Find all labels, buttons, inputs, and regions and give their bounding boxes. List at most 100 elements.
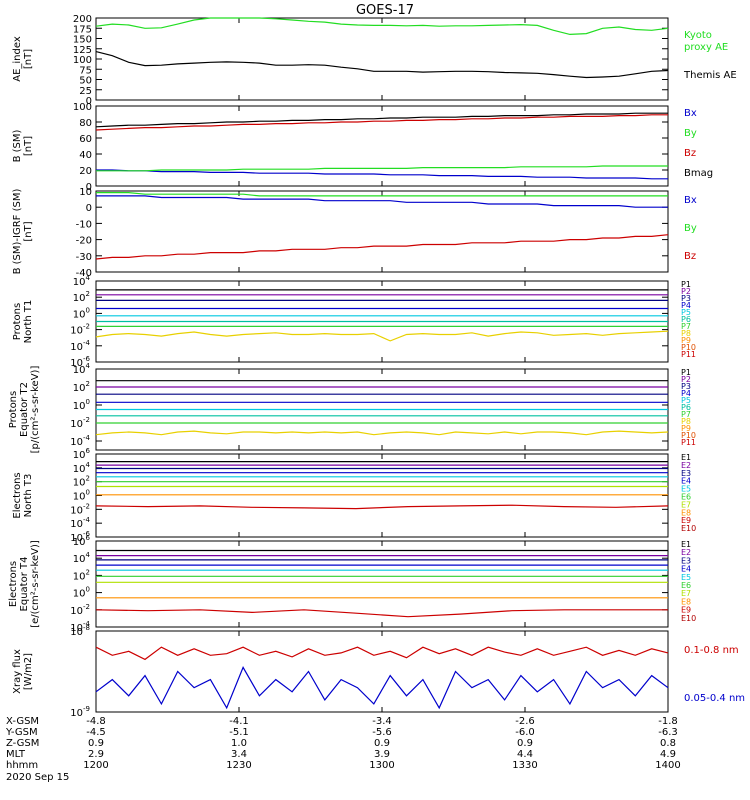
ephemeris-value: 3.4 [231,749,247,760]
series-line-by [96,192,668,197]
ephemeris-value: 0.9 [374,738,390,749]
legend-label: E8 [681,508,691,517]
legend-label: P2 [681,375,691,384]
y-tick-label: -40 [76,268,92,279]
ephemeris-label: X-GSM [6,716,39,727]
ephemeris-value: 1300 [369,760,394,771]
legend-label: P9 [681,336,691,345]
y-tick-label: 104 [73,461,91,475]
y-tick-label: 102 [73,290,90,304]
panel-frame [95,17,669,101]
ephemeris-value: 0.9 [88,738,104,749]
y-tick-label: 80 [79,118,92,129]
y-tick-label: 102 [73,475,90,489]
legend-label: Kyoto [684,30,712,41]
y-tick-label: 104 [73,551,91,565]
ephemeris-value: -4.1 [229,716,249,727]
legend-label: 0.1-0.8 nm [684,645,739,656]
y-tick-label: -20 [76,236,92,247]
y-tick-label: 104 [73,362,91,376]
panel-frame [95,453,669,538]
y-tick-label: 0 [86,203,92,214]
series-line-by [96,165,668,172]
y-tick-label: 10-2 [70,603,90,617]
y-tick-label: 100 [73,306,90,320]
series-line-p8 [95,330,669,342]
legend-label: P7 [681,322,691,331]
legend-label: Themis AE [683,70,737,81]
y-tick-label: 102 [73,380,90,394]
legend-label: P3 [681,294,691,303]
y-tick-label: 40 [79,150,92,161]
series-line-themis-ae [95,51,669,79]
legend-label: P10 [681,431,696,440]
y-axis-label: B (SM) [12,129,23,162]
legend-label: P8 [681,329,691,338]
y-tick-label: 106 [73,534,91,548]
panel-protons_t2: 10-4 10-2 100 102 104 Protons Equator T2 [p/(cm… [8,362,696,453]
ephemeris-label: Z-GSM [6,738,39,749]
chart-title: GOES-17 [356,3,414,18]
ephemeris-value: -5.1 [229,727,249,738]
y-axis-label: [W/m2] [23,653,34,690]
legend-label: P6 [681,315,691,324]
y-tick-label: 125 [73,45,92,56]
y-tick-label: 60 [79,134,92,145]
y-tick-label: 150 [73,35,92,46]
legend-label: Bx [684,108,697,119]
y-tick-label: 100 [73,398,90,412]
y-tick-label: 100 [73,55,92,66]
legend-label: Bz [684,251,696,262]
series-line-0-1-0-8-nm [95,646,669,661]
legend-label: By [684,128,697,139]
series-line-bz [95,114,668,131]
legend-label: E3 [681,469,691,478]
ephemeris-value: 1400 [655,760,680,771]
y-axis-label: [p/(cm²-s-sr-keV)] [30,366,41,454]
legend-label: P11 [681,350,696,359]
ephemeris-value: -5.6 [372,727,392,738]
series-line-e9 [95,504,669,510]
y-axis-label: Xray flux [12,649,23,694]
y-axis-label: [nT] [23,221,34,241]
legend-label: P4 [681,301,691,310]
legend-label: P5 [681,308,691,317]
legend-label: P1 [681,280,691,289]
legend-label: E6 [681,581,691,590]
ephemeris-value: -1.8 [658,716,678,727]
legend-label: P11 [681,438,696,447]
legend-label: E5 [681,573,691,582]
series-line-e9 [95,609,668,618]
ephemeris-value: 0.9 [517,738,533,749]
ephemeris-value: -4.8 [86,716,106,727]
legend-label: 0.05-0.4 nm [684,693,745,704]
ephemeris-value: 1330 [512,760,537,771]
legend-label: E6 [681,493,691,502]
y-tick-label: 75 [79,65,92,76]
ephemeris-value: -3.4 [372,716,392,727]
panel-frame [95,190,669,273]
ephemeris-value: -2.6 [515,716,535,727]
y-axis-label: [e/(cm²-s-sr-keV)] [30,540,41,628]
y-tick-label: 50 [79,76,92,87]
legend-label: E3 [681,556,691,565]
ephemeris-value: 4.9 [660,749,676,760]
legend-label: P5 [681,396,691,405]
legend-label: proxy AE [684,42,728,53]
y-tick-label: 100 [73,489,90,503]
y-tick-label: 10-8 [70,624,90,638]
y-tick-label: 100 [73,102,92,113]
ephemeris-table: X-GSM -4.8 -4.1 -3.4 -2.6 -1.8 Y-GSM -4.5 -5.1 -5… [5,716,681,783]
legend-label: E2 [681,461,691,470]
y-tick-label: 100 [73,586,90,600]
panel-b: 0 20 40 60 80 100 B (SM) [nT] Bx By Bz Bmag [12,102,713,193]
y-tick-label: 10-4 [70,339,90,353]
y-tick-label: -30 [76,252,92,263]
y-tick-label: 175 [73,24,92,35]
legend-label: E9 [681,606,691,615]
legend-label: P4 [681,389,691,398]
y-axis-label: Equator T2 [19,382,30,437]
